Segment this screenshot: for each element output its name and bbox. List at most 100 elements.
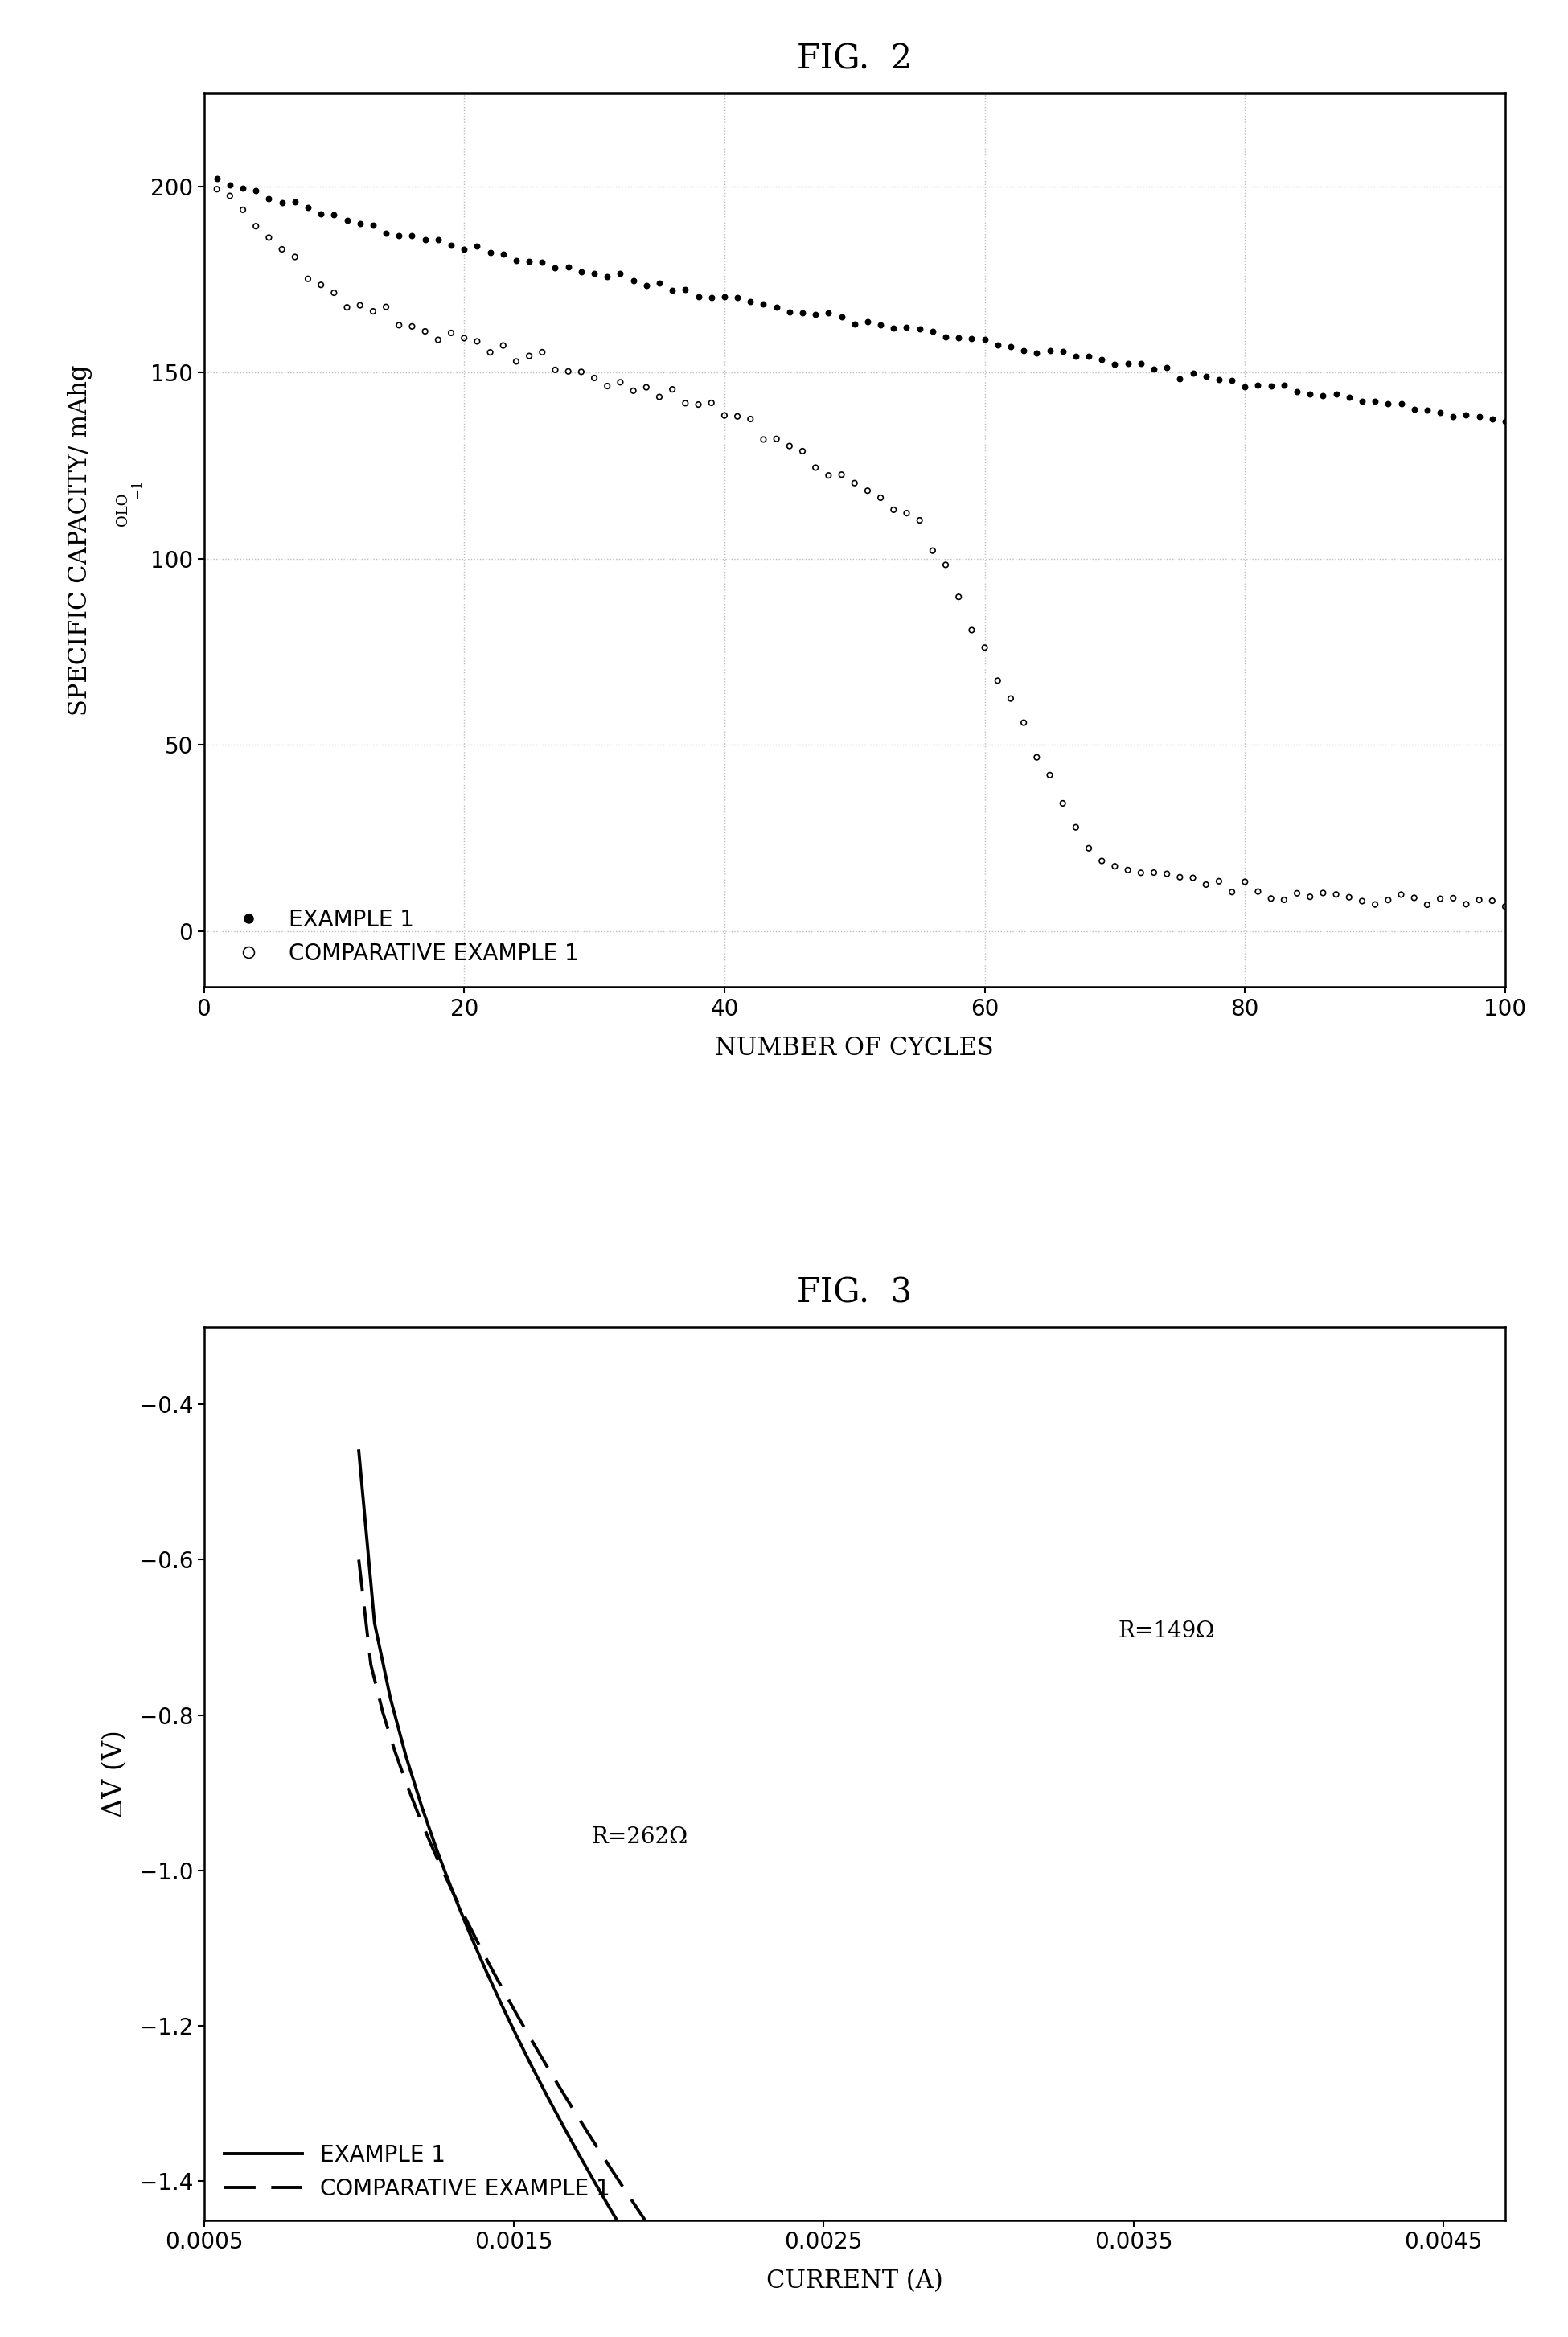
Point (1375, 881, 1400, 918)
Point (751, 285, 776, 323)
Point (1245, 367, 1270, 404)
Point (1076, 830, 1101, 867)
Point (790, 432, 815, 470)
Point (555, 248, 580, 285)
Point (348, 287, 373, 325)
Point (633, 369, 659, 407)
Title: FIG.  2: FIG. 2 (797, 42, 913, 77)
Point (633, 266, 659, 304)
Point (685, 386, 710, 423)
Point (1154, 855, 1179, 893)
Point (1466, 881, 1491, 918)
Point (452, 320, 477, 358)
Point (373, 215, 398, 252)
Point (829, 299, 855, 337)
Point (1311, 874, 1336, 911)
Point (1414, 886, 1439, 923)
Point (972, 629, 997, 666)
Point (1193, 867, 1218, 904)
Text: SPECIFIC CAPACITY/ mAhg: SPECIFIC CAPACITY/ mAhg (67, 365, 93, 715)
Point (1336, 379, 1361, 416)
Point (464, 323, 489, 360)
Point (439, 227, 464, 264)
Point (1193, 358, 1218, 395)
EXAMPLE 1 (665, 2297, 684, 2325)
Point (1480, 400, 1505, 437)
Point (1323, 876, 1348, 914)
EXAMPLE 1 (618, 2222, 637, 2251)
Point (1142, 853, 1167, 890)
Point (1024, 334, 1049, 372)
Point (1441, 879, 1466, 916)
Point (1323, 376, 1348, 414)
COMPARATIVE EXAMPLE 1 (530, 2040, 549, 2068)
Point (1167, 858, 1192, 895)
Point (1454, 397, 1479, 435)
Point (1232, 862, 1258, 900)
Point (1232, 369, 1258, 407)
Point (282, 182, 307, 220)
Point (594, 257, 619, 294)
Point (1181, 355, 1206, 393)
Point (1115, 851, 1140, 888)
Point (1402, 390, 1427, 428)
Point (673, 386, 698, 423)
Point (503, 344, 528, 381)
Point (1038, 332, 1063, 369)
Point (361, 206, 386, 243)
Point (478, 334, 503, 372)
Point (621, 262, 646, 299)
Point (1284, 874, 1309, 911)
Y-axis label: ΔV (V): ΔV (V) (102, 1729, 127, 1818)
Point (309, 194, 334, 231)
Point (751, 421, 776, 458)
Point (412, 222, 437, 259)
Point (933, 318, 958, 355)
Point (1297, 879, 1322, 916)
Point (1454, 886, 1479, 923)
Point (1051, 332, 1076, 369)
Point (1154, 348, 1179, 386)
EXAMPLE 1 (649, 2274, 668, 2302)
Point (985, 661, 1010, 699)
Point (386, 217, 411, 255)
COMPARATIVE EXAMPLE 1 (555, 2080, 574, 2108)
Point (1220, 874, 1245, 911)
Point (803, 449, 828, 486)
COMPARATIVE EXAMPLE 1 (591, 2138, 610, 2166)
Point (1220, 362, 1245, 400)
Point (1206, 360, 1231, 397)
Point (972, 320, 997, 358)
Title: FIG.  3: FIG. 3 (797, 1276, 913, 1309)
Point (321, 196, 347, 234)
Point (1038, 757, 1063, 795)
Point (739, 400, 764, 437)
Point (464, 227, 489, 264)
Point (946, 320, 971, 358)
Point (776, 294, 801, 332)
Point (1336, 879, 1361, 916)
Point (673, 271, 698, 308)
Point (790, 294, 815, 332)
Point (660, 372, 685, 409)
Point (1272, 881, 1297, 918)
Point (803, 294, 828, 332)
Point (1063, 339, 1088, 376)
Point (608, 365, 633, 402)
Point (894, 308, 919, 346)
Point (555, 353, 580, 390)
Point (386, 306, 411, 344)
Point (815, 456, 840, 493)
Point (712, 278, 737, 315)
Point (999, 327, 1024, 365)
Point (282, 238, 307, 276)
Text: OLO: OLO (116, 493, 130, 526)
Point (1389, 876, 1414, 914)
Point (842, 306, 867, 344)
Point (1480, 881, 1505, 918)
Point (724, 278, 750, 315)
Point (594, 367, 619, 404)
Point (1350, 883, 1375, 921)
Point (491, 236, 516, 273)
Point (1076, 337, 1101, 374)
